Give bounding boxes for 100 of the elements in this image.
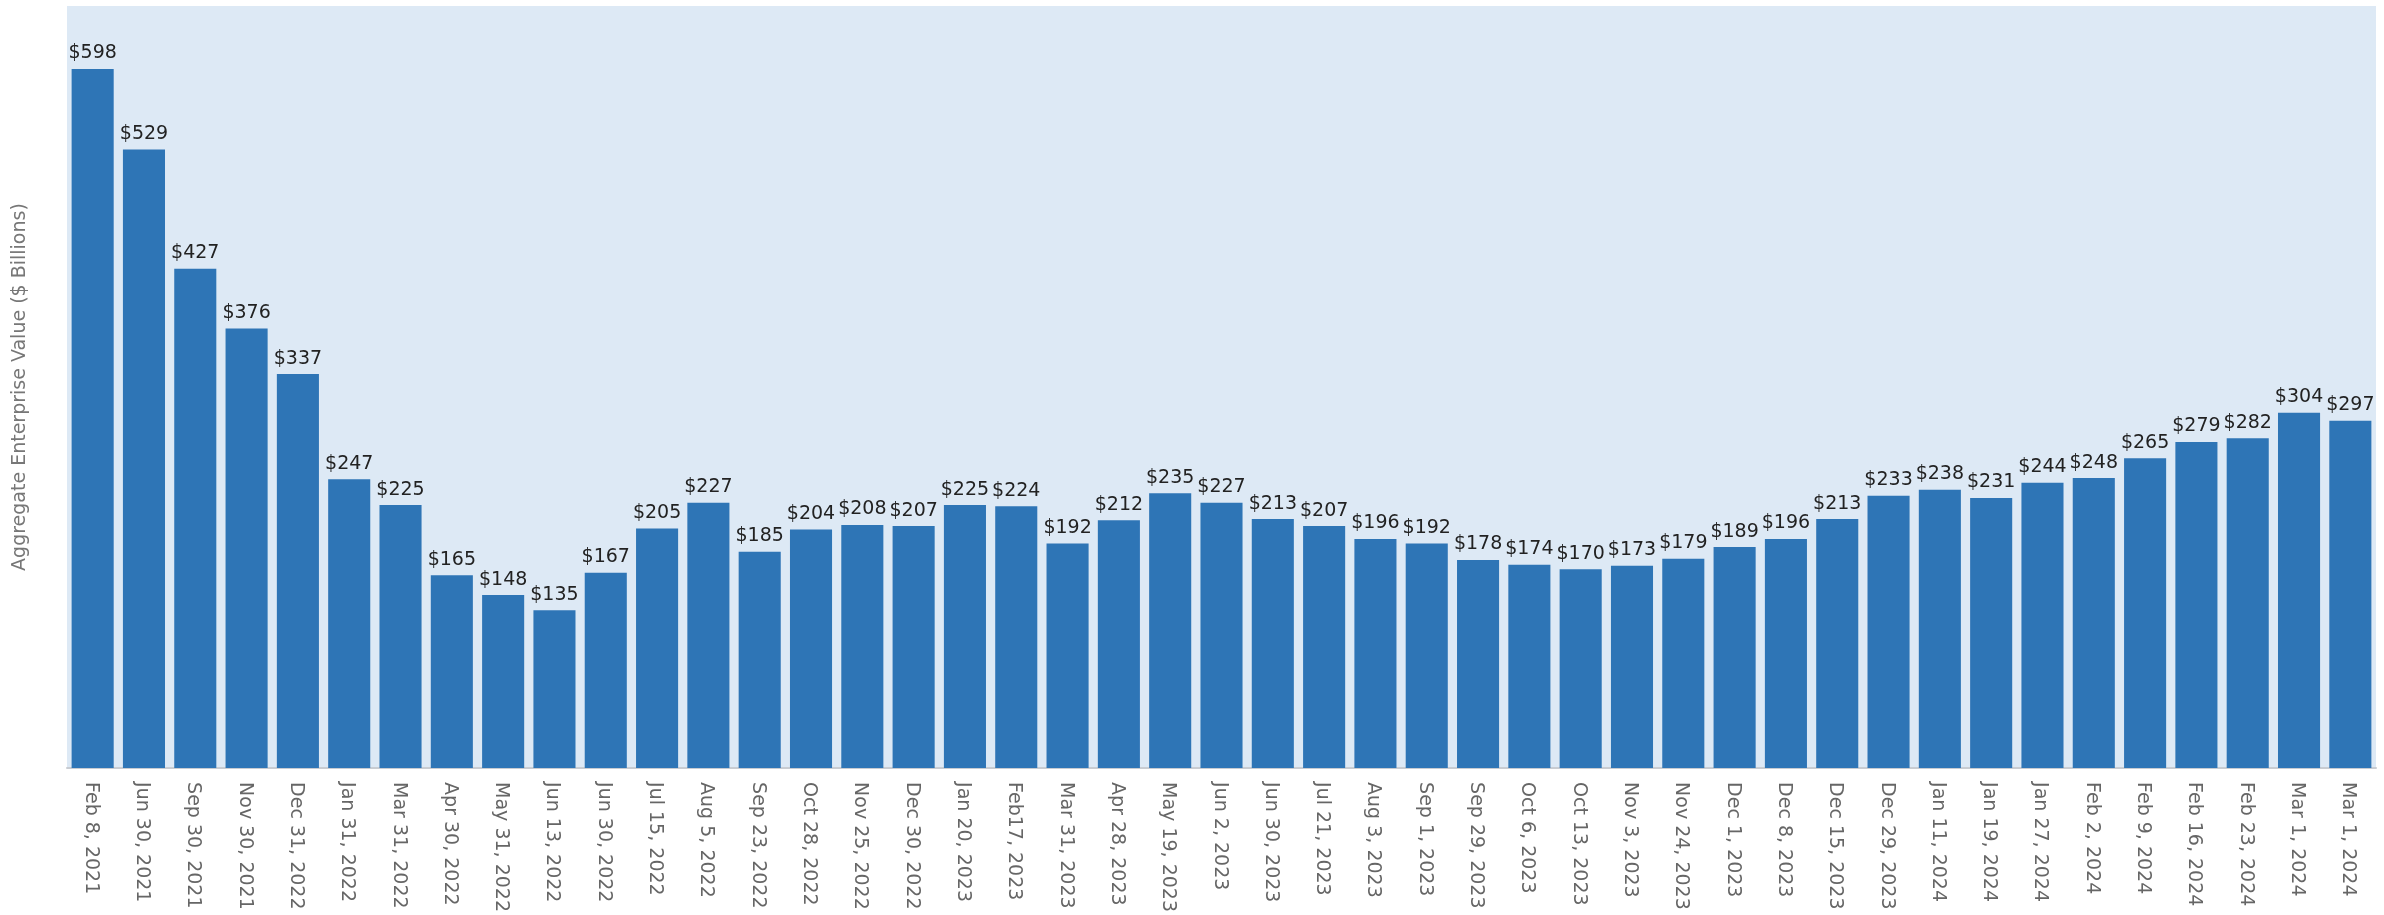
data-label: $337 (273, 345, 323, 368)
x-tick-label: Nov 24, 2023 (1672, 782, 1695, 910)
data-label: $196 (1761, 510, 1811, 533)
x-tick-label: Dec 31, 2022 (286, 782, 309, 910)
data-label: $376 (222, 299, 271, 322)
data-label: $165 (427, 546, 477, 569)
x-tick-label: Sep 23, 2022 (748, 782, 771, 909)
x-tick-label: Apr 28, 2023 (1107, 782, 1130, 906)
bar (738, 551, 781, 769)
bar (71, 68, 114, 769)
bar (430, 575, 473, 769)
data-label: $189 (1710, 518, 1759, 541)
bar (1610, 565, 1654, 769)
bar (2278, 412, 2321, 769)
data-label: $185 (735, 523, 784, 546)
bar (1713, 547, 1756, 769)
x-tick-label: Mar 31, 2023 (1056, 782, 1079, 909)
data-label: $279 (2172, 413, 2221, 436)
bar (1918, 489, 1961, 769)
x-tick-label: Jan 11, 2024 (1928, 781, 1951, 903)
bar (2124, 458, 2167, 769)
x-tick-label: Oct 6, 2023 (1518, 782, 1541, 894)
x-tick-label: Feb 9, 2024 (2134, 782, 2157, 895)
data-label: $213 (1248, 490, 1297, 513)
data-label: $231 (1966, 469, 2016, 492)
x-tick-label: Sep 1, 2023 (1415, 782, 1438, 897)
bar (1764, 538, 1807, 769)
x-tick-label: Dec 29, 2023 (1877, 782, 1900, 910)
x-tick-label: May 31, 2022 (492, 782, 515, 913)
x-tick-label: Jan 31, 2022 (338, 781, 361, 903)
data-label: $174 (1505, 536, 1554, 559)
x-tick-label: Jul 15, 2022 (646, 781, 669, 896)
x-tick-label: Jun 30, 2022 (594, 781, 617, 903)
bar (1046, 543, 1089, 769)
data-label: $213 (1813, 490, 1862, 513)
data-label: $179 (1659, 530, 1708, 553)
data-label: $304 (2274, 384, 2324, 407)
bar (995, 506, 1038, 769)
data-label: $282 (2223, 409, 2272, 432)
x-tick-label: Mar 31, 2022 (389, 782, 412, 909)
data-label: $238 (1915, 461, 1965, 484)
x-tick-label: Feb 8, 2021 (81, 782, 104, 895)
bar (1559, 569, 1602, 769)
bar (1354, 538, 1397, 769)
data-label: $248 (2069, 449, 2118, 472)
x-tick-label: Jan 27, 2024 (2031, 781, 2054, 903)
data-label: $170 (1556, 540, 1605, 563)
x-tick-label: Jul 21, 2023 (1313, 781, 1336, 896)
data-label: $244 (2018, 454, 2067, 477)
data-label: $212 (1094, 491, 1144, 514)
data-label: $247 (325, 450, 374, 473)
x-tick-label: Feb17, 2023 (1005, 782, 1028, 901)
data-label: $204 (786, 501, 836, 524)
bar (2329, 420, 2372, 769)
x-tick-label: May 19, 2023 (1159, 782, 1182, 913)
data-label: $196 (1351, 510, 1400, 533)
bar (533, 610, 576, 769)
bar (2072, 478, 2115, 769)
data-label: $192 (1402, 515, 1451, 538)
data-label: $178 (1453, 531, 1503, 554)
bar (1149, 493, 1192, 769)
x-tick-label: Jan 19, 2024 (1980, 781, 2003, 903)
bar (225, 328, 268, 769)
x-tick-label: Dec 15, 2023 (1826, 782, 1849, 910)
bar (1303, 526, 1346, 769)
bar (687, 502, 730, 769)
x-tick-label: Feb 16, 2024 (2185, 782, 2208, 907)
bar (2226, 438, 2269, 769)
x-tick-label: Jun 30, 2021 (132, 781, 155, 903)
x-tick-label: Nov 30, 2021 (235, 782, 258, 910)
data-label: $207 (1299, 497, 1349, 520)
x-tick-label: Dec 1, 2023 (1723, 782, 1746, 898)
data-label: $427 (171, 240, 220, 263)
x-tick-label: Aug 3, 2023 (1364, 782, 1387, 898)
data-label: $173 (1607, 537, 1657, 560)
bar (841, 524, 884, 769)
x-tick-label: Sep 30, 2021 (184, 782, 207, 909)
data-label: $135 (530, 581, 579, 604)
bar (1662, 558, 1705, 769)
data-label: $224 (992, 477, 1041, 500)
bar (1097, 520, 1140, 769)
bar (636, 528, 679, 769)
data-label: $233 (1864, 467, 1913, 490)
x-tick-label: Sep 29, 2023 (1467, 782, 1490, 909)
bar (1970, 498, 2013, 769)
x-tick-label: Aug 5, 2022 (697, 782, 720, 898)
x-tick-label: Mar 1, 2024 (2288, 782, 2311, 897)
data-label: $192 (1043, 515, 1092, 538)
data-label: $148 (478, 566, 528, 589)
data-label: $225 (940, 476, 990, 499)
bar (1816, 519, 1859, 769)
x-tick-label: Jun 13, 2022 (543, 781, 566, 903)
x-tick-label: Apr 30, 2022 (440, 782, 463, 906)
data-label: $265 (2120, 429, 2170, 452)
bar (122, 149, 165, 769)
bar (2021, 482, 2064, 769)
bar (1405, 543, 1448, 769)
bar (1200, 502, 1243, 769)
bar (1508, 564, 1551, 769)
x-tick-label: Jun 2, 2023 (1210, 781, 1233, 891)
